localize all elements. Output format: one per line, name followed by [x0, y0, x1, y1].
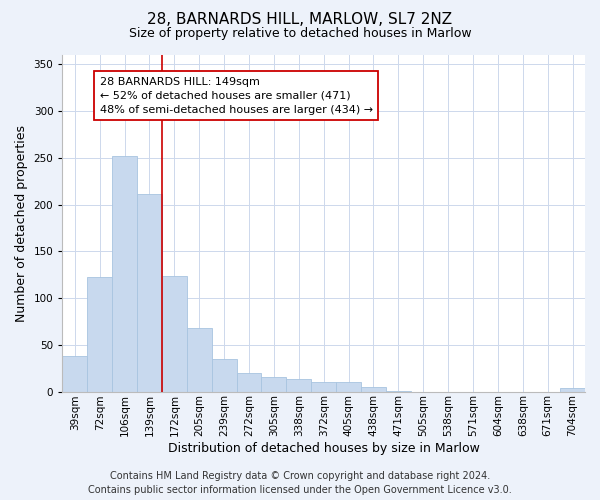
Bar	[112, 156, 137, 392]
Text: Contains HM Land Registry data © Crown copyright and database right 2024.
Contai: Contains HM Land Registry data © Crown c…	[88, 471, 512, 495]
Bar	[311, 382, 336, 392]
Bar	[336, 382, 361, 392]
Bar	[286, 380, 311, 392]
Bar	[236, 373, 262, 392]
Bar	[62, 356, 87, 392]
Bar	[262, 376, 286, 392]
Bar	[560, 388, 585, 392]
Bar	[87, 276, 112, 392]
Y-axis label: Number of detached properties: Number of detached properties	[15, 125, 28, 322]
Text: 28, BARNARDS HILL, MARLOW, SL7 2NZ: 28, BARNARDS HILL, MARLOW, SL7 2NZ	[148, 12, 452, 28]
Text: Size of property relative to detached houses in Marlow: Size of property relative to detached ho…	[128, 28, 472, 40]
Bar	[137, 194, 162, 392]
Bar	[386, 390, 411, 392]
Text: 28 BARNARDS HILL: 149sqm
← 52% of detached houses are smaller (471)
48% of semi-: 28 BARNARDS HILL: 149sqm ← 52% of detach…	[100, 76, 373, 114]
Bar	[162, 276, 187, 392]
Bar	[187, 328, 212, 392]
Bar	[361, 387, 386, 392]
X-axis label: Distribution of detached houses by size in Marlow: Distribution of detached houses by size …	[168, 442, 479, 455]
Bar	[212, 359, 236, 392]
